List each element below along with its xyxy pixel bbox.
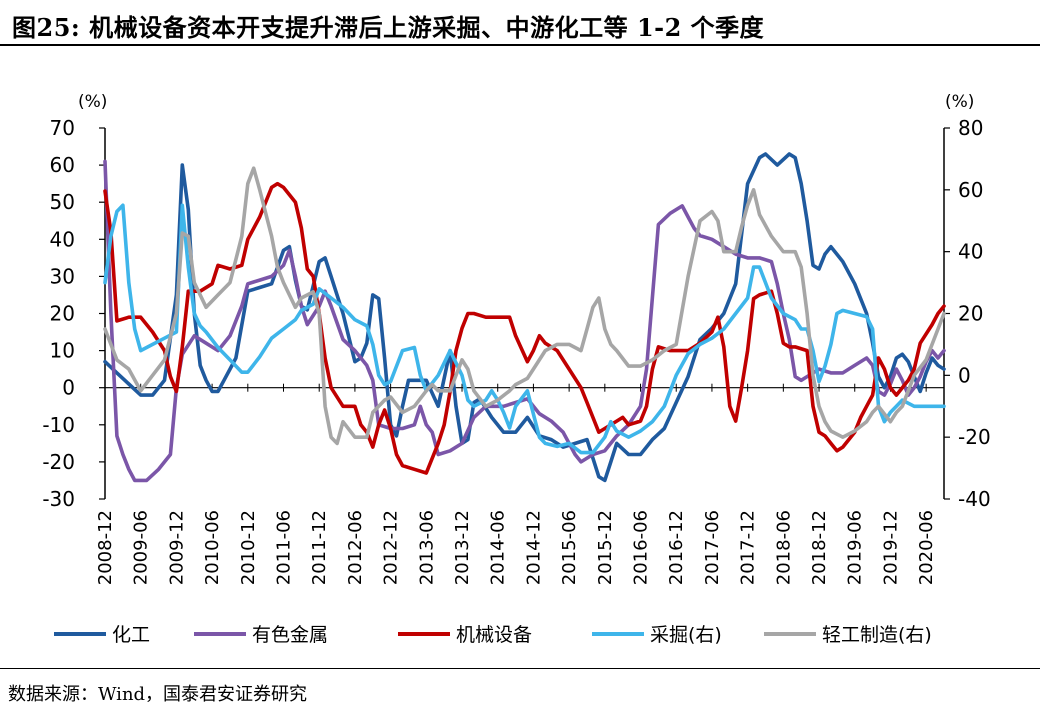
x-tick-label: 2015-06 bbox=[559, 510, 580, 585]
source-rule bbox=[0, 668, 1040, 669]
left-tick-label: 20 bbox=[50, 302, 75, 326]
x-tick-label: 2013-06 bbox=[416, 510, 437, 585]
x-tick-label: 2019-06 bbox=[845, 510, 866, 585]
left-tick-label: 30 bbox=[50, 264, 75, 288]
title-rule bbox=[0, 44, 1040, 46]
x-tick-label: 2014-06 bbox=[488, 510, 509, 585]
x-tick-label: 2010-12 bbox=[238, 510, 259, 585]
series-line-1 bbox=[103, 152, 946, 483]
left-tick-label: -10 bbox=[42, 413, 75, 437]
x-tick-label: 2008-12 bbox=[95, 510, 116, 585]
x-tick-label: 2013-12 bbox=[452, 510, 473, 585]
x-tick-label: 2015-12 bbox=[595, 510, 616, 585]
x-tick-label: 2009-12 bbox=[166, 510, 187, 585]
x-tick-label: 2020-06 bbox=[916, 510, 937, 585]
right-tick-label: 40 bbox=[958, 240, 983, 264]
left-tick-label: -20 bbox=[42, 450, 75, 474]
source-note: 数据来源：Wind，国泰君安证券研究 bbox=[8, 684, 308, 705]
right-unit-label: (%) bbox=[945, 92, 974, 112]
right-tick-label: 0 bbox=[958, 363, 971, 387]
x-tick-label: 2012-06 bbox=[345, 510, 366, 585]
right-tick-label: 80 bbox=[958, 116, 983, 140]
series-line-4 bbox=[103, 203, 946, 455]
left-tick-label: 40 bbox=[50, 227, 75, 251]
right-tick-label: 60 bbox=[958, 178, 983, 202]
legend-label-1: 化工 bbox=[112, 624, 150, 646]
x-tick-label: 2011-06 bbox=[274, 510, 295, 585]
chart: (%) (%)706050403020100-10-20-30806040200-… bbox=[42, 92, 991, 646]
left-tick-label: 0 bbox=[62, 376, 75, 400]
x-tick-label: 2011-12 bbox=[309, 510, 330, 585]
series-layer bbox=[103, 152, 946, 483]
left-tick-label: 50 bbox=[50, 190, 75, 214]
x-tick-label: 2018-06 bbox=[773, 510, 794, 585]
legend-label-5: 轻工制造(右) bbox=[822, 624, 932, 646]
legend-label-2: 有色金属 bbox=[252, 624, 328, 646]
legend-label-4: 采掘(右) bbox=[650, 624, 722, 646]
x-tick-label: 2010-06 bbox=[202, 510, 223, 585]
left-tick-label: 60 bbox=[50, 153, 75, 177]
x-tick-label: 2014-12 bbox=[523, 510, 544, 585]
series-line-2 bbox=[103, 159, 946, 483]
x-tick-label: 2017-12 bbox=[738, 510, 759, 585]
left-tick-label: -30 bbox=[42, 487, 75, 511]
x-tick-label: 2016-06 bbox=[631, 510, 652, 585]
figure-title: 图25: 机械设备资本开支提升滞后上游采掘、中游化工等 1-2 个季度 bbox=[12, 13, 765, 42]
x-tick-label: 2012-12 bbox=[381, 510, 402, 585]
right-tick-label: 20 bbox=[958, 302, 983, 326]
left-tick-label: 10 bbox=[50, 339, 75, 363]
left-tick-label: 70 bbox=[50, 116, 75, 140]
legend-label-3: 机械设备 bbox=[456, 624, 532, 646]
x-tick-label: 2016-12 bbox=[666, 510, 687, 585]
right-tick-label: -20 bbox=[958, 425, 991, 449]
x-tick-label: 2018-12 bbox=[809, 510, 830, 585]
left-unit-label: (%) bbox=[78, 92, 107, 112]
x-tick-label: 2019-12 bbox=[880, 510, 901, 585]
x-tick-label: 2017-06 bbox=[702, 510, 723, 585]
x-tick-label: 2009-06 bbox=[131, 510, 152, 585]
legend: 化工 有色金属 机械设备 采掘(右) 轻工制造(右) bbox=[54, 624, 932, 646]
series-line-3 bbox=[103, 181, 946, 475]
series-line-5 bbox=[103, 166, 946, 446]
right-tick-label: -40 bbox=[958, 487, 991, 511]
